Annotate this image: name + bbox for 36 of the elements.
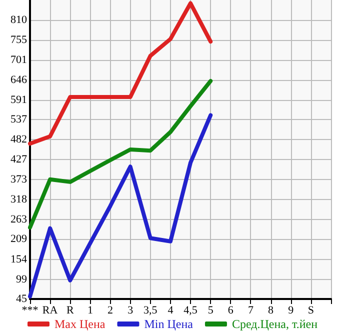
x-tick-label: 9 [288,304,294,316]
y-tick-label: 810 [10,14,28,26]
x-tick-label: 3 [128,304,134,316]
y-tick-label: 646 [10,74,28,86]
x-tick-label: *** [22,304,38,316]
y-tick-label: 701 [10,54,27,66]
line-series [28,1,213,146]
x-tick-label: 4 [168,304,174,316]
x-tick-label: 1 [87,304,93,316]
y-tick-label: 482 [10,134,27,146]
y-tick-label: 591 [10,94,27,106]
y-tick-label: 318 [10,193,28,206]
x-tick-label: 4,5 [184,304,198,316]
x-tick-label: RA [42,304,58,316]
line-series [28,113,213,298]
y-tick-label: 99 [16,273,28,286]
y-tick-label: 154 [10,253,28,266]
legend-label: Сред.Цена, т.йен [232,317,318,331]
x-tick-label: 8 [268,304,274,316]
y-tick-label: 427 [10,154,28,166]
x-tick-label: R [66,304,74,316]
legend-label: Max Цена [54,317,106,331]
y-tick-label: 755 [10,34,28,46]
legend-label: Min Цена [144,317,194,331]
x-tick-label: 5 [208,304,214,316]
x-tick-label: 6 [228,304,234,316]
x-tick-label: 7 [248,304,254,316]
x-tick-label: 3,5 [144,304,158,316]
y-tick-label: 537 [10,114,28,126]
y-tick-label: 373 [10,173,28,186]
y-tick-label: 209 [10,233,28,246]
x-tick-label: S [308,304,314,316]
y-tick-label: 45 [16,293,28,305]
x-tick-label: 2 [108,304,114,316]
y-tick-label: 263 [10,214,28,226]
line-series [28,78,213,230]
